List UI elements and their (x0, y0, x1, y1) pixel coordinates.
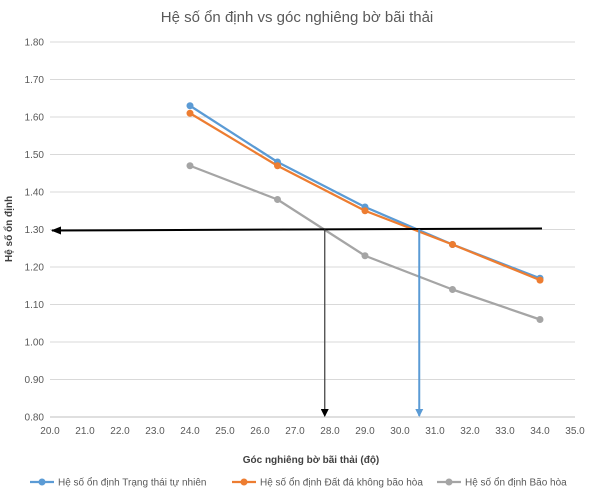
data-point (361, 252, 369, 260)
series-layer (186, 102, 544, 323)
y-tick-label: 0.90 (25, 375, 45, 386)
x-tick-label: 27.0 (285, 426, 305, 437)
series-line-3 (189, 164, 541, 321)
x-tick-label: 34.0 (530, 426, 550, 437)
data-point (274, 196, 281, 203)
y-tick-label: 1.60 (25, 113, 45, 124)
y-tick-label: 1.40 (25, 188, 45, 199)
x-tick-label: 21.0 (75, 426, 95, 437)
x-tick-label: 28.0 (320, 426, 340, 437)
y-tick-label: 1.30 (25, 225, 45, 236)
y-tick-label: 1.20 (25, 263, 45, 274)
data-point (186, 109, 194, 117)
horizontal-arrow (51, 226, 543, 235)
x-tick-label: 32.0 (460, 426, 480, 437)
x-axis-label: Góc nghiêng bờ bãi thải (độ) (243, 455, 380, 466)
x-tick-label: 20.0 (40, 426, 60, 437)
x-tick-label: 25.0 (215, 426, 235, 437)
legend-label: Hệ số ổn định Đất đá không bão hòa (260, 477, 423, 489)
y-tick-label: 1.00 (25, 338, 45, 349)
legend-label: Hệ số ổn định Trạng thái tự nhiên (58, 477, 206, 489)
chart-title: Hệ số ổn định vs góc nghiêng bờ bãi thải (161, 9, 434, 26)
x-tick-label: 22.0 (110, 426, 130, 437)
data-point (361, 207, 369, 215)
x-tick-label: 33.0 (495, 426, 515, 437)
x-tick-label: 31.0 (425, 426, 445, 437)
data-point (186, 102, 194, 110)
legend-marker (38, 478, 46, 486)
data-point (274, 162, 281, 170)
y-tick-label: 1.80 (25, 38, 45, 49)
data-point (186, 162, 194, 170)
x-axis-ticks: 20.0 21.0 22.0 23.0 24.0 25.0 26.0 27.0 28.0 29.0… (40, 416, 585, 437)
legend: Hệ số ổn định Trạng thái tự nhiên Hệ số ổ… (30, 477, 567, 489)
data-point (536, 276, 544, 284)
x-tick-label: 24.0 (180, 426, 200, 437)
x-tick-label: 29.0 (355, 426, 375, 437)
y-axis-label: Hệ số ổn định (3, 196, 15, 262)
data-point (449, 241, 456, 248)
y-tick-label: 1.50 (25, 150, 45, 161)
y-tick-label: 1.10 (25, 300, 45, 311)
legend-label: Hệ số ổn định Bão hòa (465, 477, 567, 489)
x-tick-label: 23.0 (145, 426, 165, 437)
data-point (449, 286, 456, 293)
y-axis-ticks: 0.80 0.90 1.00 1.10 1.20 1.30 1.40 1.50 1.60 1.70… (25, 38, 45, 424)
x-tick-label: 26.0 (250, 426, 270, 437)
y-tick-label: 0.80 (25, 413, 45, 424)
data-point (536, 316, 544, 323)
x-tick-label: 35.0 (565, 426, 585, 437)
y-tick-label: 1.70 (25, 75, 45, 86)
legend-marker (240, 478, 248, 486)
legend-marker (445, 478, 453, 486)
annotation-layer (51, 226, 543, 417)
x-tick-label: 30.0 (390, 426, 410, 437)
